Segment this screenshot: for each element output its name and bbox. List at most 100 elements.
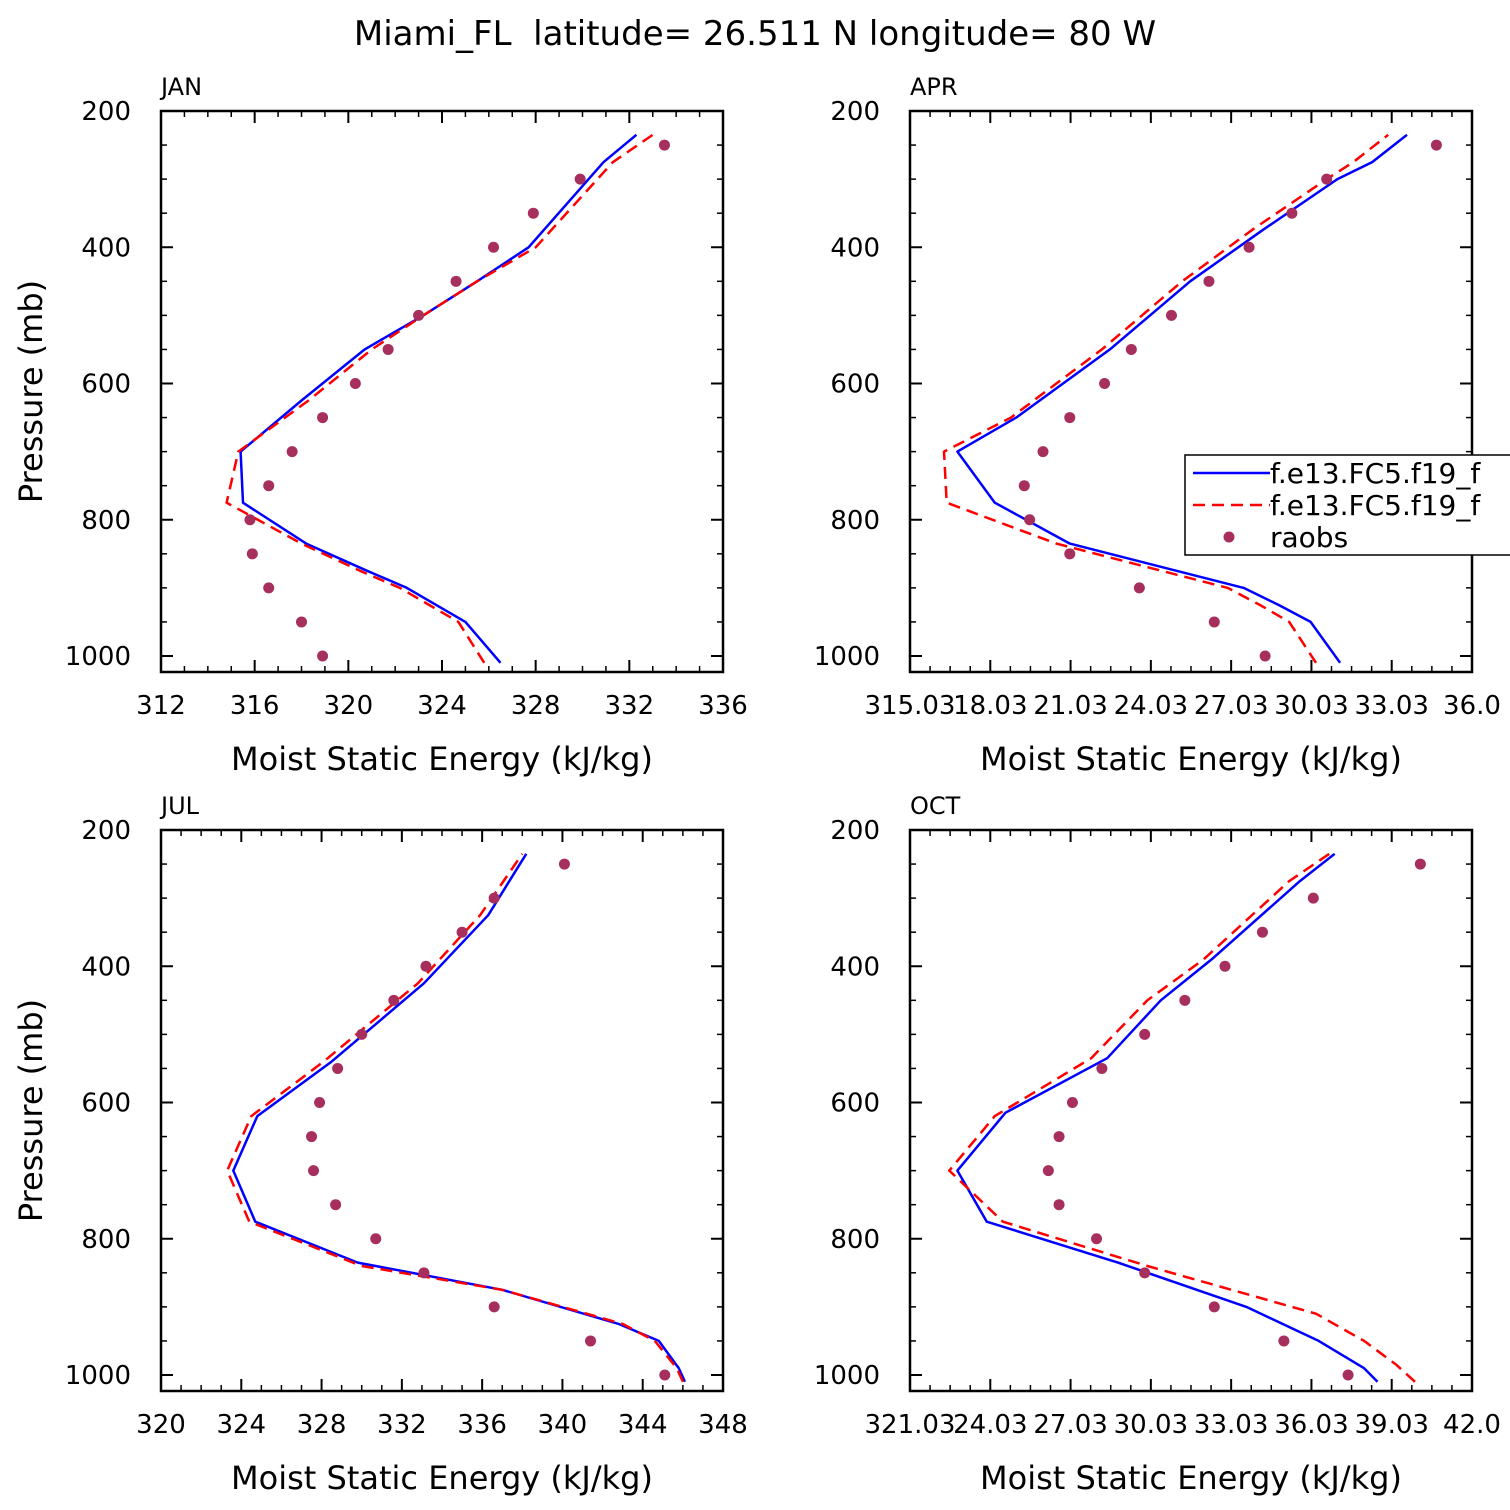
x-tick-label: 324: [417, 691, 467, 721]
x-tick-label: 33.03: [1354, 691, 1428, 721]
panels: 312 316 320 324 328 332 336 200 400 600 800 1000 JAN…: [12, 73, 1501, 1497]
y-tick-label: 400: [81, 233, 131, 263]
x-tick-label: 316: [230, 691, 280, 721]
raobs-point: [420, 960, 432, 972]
model2-line: [225, 133, 654, 664]
y-tick-label: 200: [81, 816, 131, 846]
x-tick-label: 27.03: [1033, 1410, 1107, 1440]
x-axis-label: Moist Static Energy (kJ/kg): [980, 1459, 1402, 1497]
model1-line: [956, 852, 1379, 1383]
raobs-point: [356, 1028, 368, 1040]
raobs-point: [306, 1131, 318, 1143]
series-group: [225, 853, 687, 1383]
raobs-point: [418, 1267, 430, 1279]
raobs-point: [263, 480, 275, 492]
raobs-point: [246, 548, 258, 560]
x-tick-label: 18.03: [953, 691, 1027, 721]
x-tick-label: 39.03: [1354, 1410, 1428, 1440]
raobs-point: [1064, 548, 1076, 560]
x-tick-label: 312: [136, 691, 186, 721]
y-tick-label: 600: [81, 1089, 131, 1119]
raobs-point: [658, 139, 670, 151]
raobs-point: [1414, 858, 1426, 870]
raobs-point: [1066, 1097, 1078, 1108]
x-tick-label: 320: [324, 691, 374, 721]
panel-jan: 312 316 320 324 328 332 336 200 400 600 800 1000 JAN…: [12, 73, 748, 778]
raobs-point: [488, 241, 500, 253]
raobs-point: [1042, 1165, 1054, 1177]
raobs-point: [488, 1301, 500, 1313]
y-tick-label: 400: [81, 952, 131, 982]
raobs-point: [317, 412, 329, 424]
x-tick-label: 332: [377, 1410, 427, 1440]
series-group: [225, 133, 654, 664]
raobs-point: [450, 275, 462, 287]
model1-line: [232, 853, 687, 1383]
panel-title: APR: [910, 73, 958, 101]
x-tick-label: 30.03: [1274, 691, 1348, 721]
raobs-point: [1125, 343, 1137, 355]
y-tick-label: 200: [830, 97, 880, 127]
y-tick-label: 400: [830, 952, 880, 982]
raobs-point: [1096, 1062, 1108, 1074]
raobs-point: [1259, 650, 1271, 662]
x-tick-label: 328: [297, 1410, 347, 1440]
plot-frame: [908, 109, 1474, 674]
raobs-point: [574, 173, 586, 185]
raobs-point: [330, 1199, 342, 1211]
raobs-point: [1165, 309, 1177, 321]
raobs-point: [1139, 1267, 1151, 1279]
x-tick-label: 348: [698, 1410, 748, 1440]
raobs-point: [413, 309, 425, 321]
panel-title: OCT: [910, 792, 961, 820]
raobs-point: [456, 926, 468, 938]
raobs-point: [308, 1165, 320, 1177]
raobs-point: [263, 582, 275, 594]
x-tick-label: 315.03: [865, 691, 956, 721]
raobs-point: [1053, 1199, 1065, 1211]
raobs-point: [1139, 1028, 1151, 1040]
raobs-point: [314, 1097, 326, 1108]
raobs-point: [370, 1233, 382, 1245]
raobs-point: [1208, 1301, 1220, 1313]
figure-title: Miami_FL latitude= 26.511 N longitude= 8…: [354, 14, 1156, 54]
series-group: [942, 133, 1408, 664]
y-tick-label: 1000: [814, 642, 880, 672]
raobs-point: [1024, 514, 1036, 526]
model2-line: [948, 852, 1416, 1383]
raobs-point: [527, 207, 539, 219]
panel-title: JAN: [159, 73, 202, 101]
raobs-point: [1342, 1369, 1354, 1381]
x-tick-label: 332: [605, 691, 655, 721]
raobs-point: [585, 1335, 597, 1347]
y-tick-label: 200: [81, 97, 131, 127]
raobs-point: [1053, 1131, 1065, 1143]
raobs-point: [1179, 994, 1191, 1006]
y-tick-label: 600: [830, 370, 880, 400]
raobs-point: [1133, 582, 1145, 594]
x-tick-label: 320: [136, 1410, 186, 1440]
y-tick-label: 800: [81, 506, 131, 536]
y-tick-label: 400: [830, 233, 880, 263]
x-tick-label: 36.03: [1274, 1410, 1348, 1440]
raobs-point: [286, 446, 298, 458]
raobs-point: [1064, 412, 1076, 424]
x-axis-label: Moist Static Energy (kJ/kg): [231, 740, 653, 778]
x-tick-label: 336: [698, 691, 748, 721]
raobs-point: [382, 343, 394, 355]
x-tick-label: 324: [216, 1410, 266, 1440]
legend-label: raobs: [1270, 521, 1348, 554]
y-tick-label: 200: [830, 816, 880, 846]
legend-marker: [1223, 531, 1235, 543]
raobs-point: [317, 650, 329, 662]
raobs-point: [1430, 139, 1442, 151]
y-tick-label: 600: [81, 370, 131, 400]
y-axis-label: Pressure (mb): [12, 280, 50, 503]
raobs-point: [558, 858, 570, 870]
legend-label: f.e13.FC5.f19_f: [1270, 457, 1481, 490]
x-tick-label: 42.0: [1443, 1410, 1501, 1440]
y-tick-label: 800: [81, 1225, 131, 1255]
raobs-point: [488, 892, 500, 904]
